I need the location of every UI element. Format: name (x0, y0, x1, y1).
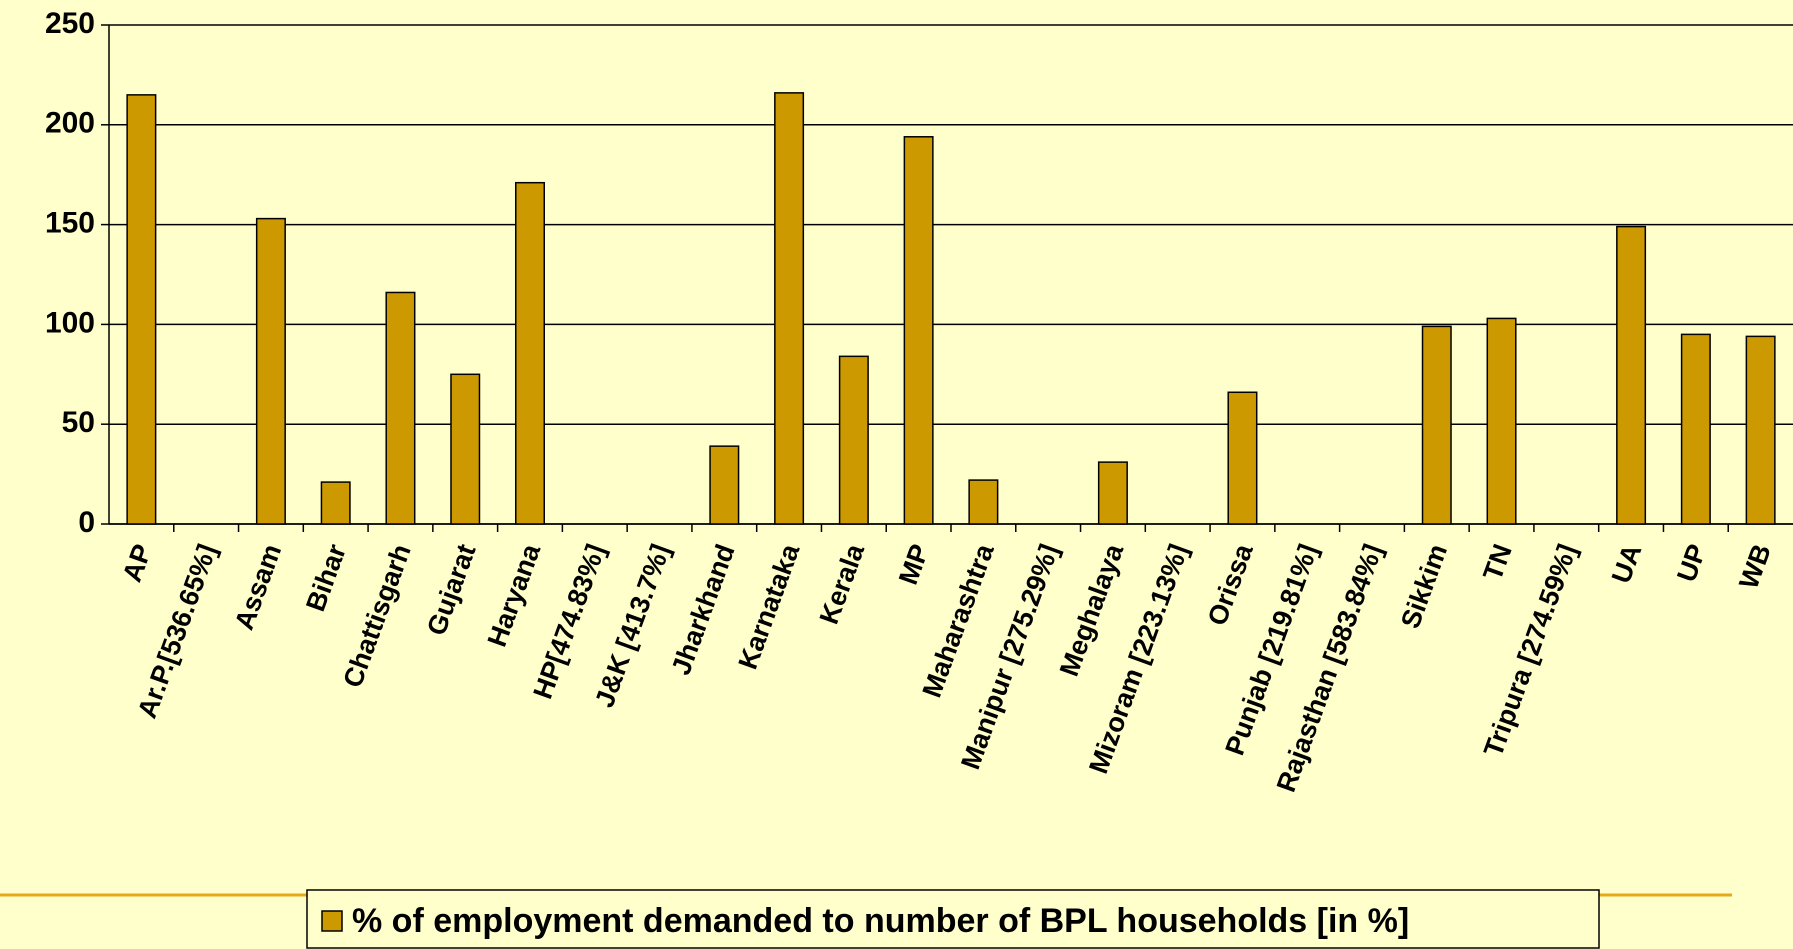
bar (320, 481, 351, 525)
legend-label: % of employment demanded to number of BP… (352, 902, 1409, 940)
y-tick-label: 150 (45, 207, 95, 240)
y-tick-label: 50 (62, 406, 95, 439)
bar (838, 355, 869, 525)
y-tick-label: 250 (45, 7, 95, 40)
legend-box (306, 889, 1600, 949)
y-tick-label: 200 (45, 107, 95, 140)
legend-swatch (321, 910, 343, 932)
bar (1680, 333, 1711, 525)
bar (774, 92, 805, 525)
bar (903, 136, 934, 525)
bar (1227, 391, 1258, 525)
bar (515, 181, 545, 525)
bar (968, 479, 999, 525)
y-tick-label: 0 (78, 506, 95, 539)
bar (1097, 461, 1128, 525)
bar (255, 217, 286, 525)
bar (1486, 317, 1517, 525)
y-tick-label: 100 (45, 306, 95, 339)
bar (1421, 325, 1452, 525)
bar (126, 94, 157, 525)
bar (1745, 335, 1776, 525)
bar (450, 373, 481, 525)
bar (385, 291, 416, 525)
bar (709, 445, 740, 525)
bar (1616, 225, 1647, 525)
